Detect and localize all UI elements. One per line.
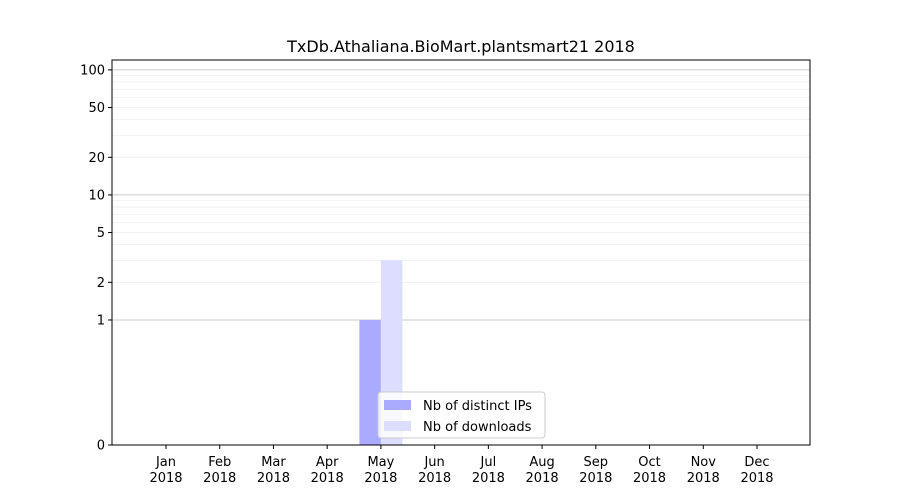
x-tick-label-month: Feb [208, 455, 231, 470]
x-tick-label-year: 2018 [526, 471, 559, 486]
x-tick-label-month: May [367, 455, 394, 470]
chart-title: TxDb.Athaliana.BioMart.plantsmart21 2018 [286, 37, 635, 56]
y-tick-label: 0 [97, 439, 105, 454]
y-tick-label: 2 [97, 276, 105, 291]
x-tick-label-year: 2018 [687, 471, 720, 486]
x-tick-label-month: Jan [155, 455, 176, 470]
x-tick-label-month: Mar [261, 455, 286, 470]
y-tick-label: 100 [80, 63, 105, 78]
y-tick-label: 1 [97, 313, 105, 328]
legend-swatch [384, 421, 411, 431]
x-tick-label-year: 2018 [149, 471, 182, 486]
x-tick-label-month: Nov [691, 455, 717, 470]
x-tick-label-year: 2018 [311, 471, 344, 486]
legend-swatch [384, 400, 411, 410]
plot-frame [111, 59, 811, 446]
legend-label: Nb of distinct IPs [423, 399, 532, 414]
legend-box [377, 391, 546, 439]
bar-nb-of-distinct-ips-may [359, 319, 381, 445]
x-tick-label-year: 2018 [472, 471, 505, 486]
x-tick-label-month: Oct [638, 455, 660, 470]
legend-label: Nb of downloads [423, 420, 532, 435]
legend: Nb of distinct IPs Nb of downloads [377, 391, 546, 439]
x-tick-label-month: Dec [744, 455, 769, 470]
x-tick-label-month: Apr [316, 455, 339, 470]
y-tick-label: 20 [88, 151, 105, 166]
x-tick-label-year: 2018 [633, 471, 666, 486]
y-tick-label: 50 [88, 101, 105, 116]
grid-lines [112, 69, 810, 321]
y-axis: 0 1 2 5 10 20 50 100 [80, 63, 112, 454]
x-tick-label-year: 2018 [364, 471, 397, 486]
x-tick-label-year: 2018 [740, 471, 773, 486]
x-tick-label-month: Jun [423, 455, 444, 470]
y-tick-label: 5 [97, 226, 105, 241]
y-tick-label: 10 [88, 188, 105, 203]
x-tick-label-year: 2018 [418, 471, 451, 486]
x-tick-label-year: 2018 [203, 471, 236, 486]
x-tick-label-month: Sep [584, 455, 609, 470]
x-tick-label-month: Aug [529, 455, 554, 470]
x-tick-label-month: Jul [480, 455, 497, 470]
x-axis: Jan2018Feb2018Mar2018Apr2018May2018Jun20… [149, 445, 774, 486]
x-tick-label-year: 2018 [257, 471, 290, 486]
x-tick-label-year: 2018 [579, 471, 612, 486]
